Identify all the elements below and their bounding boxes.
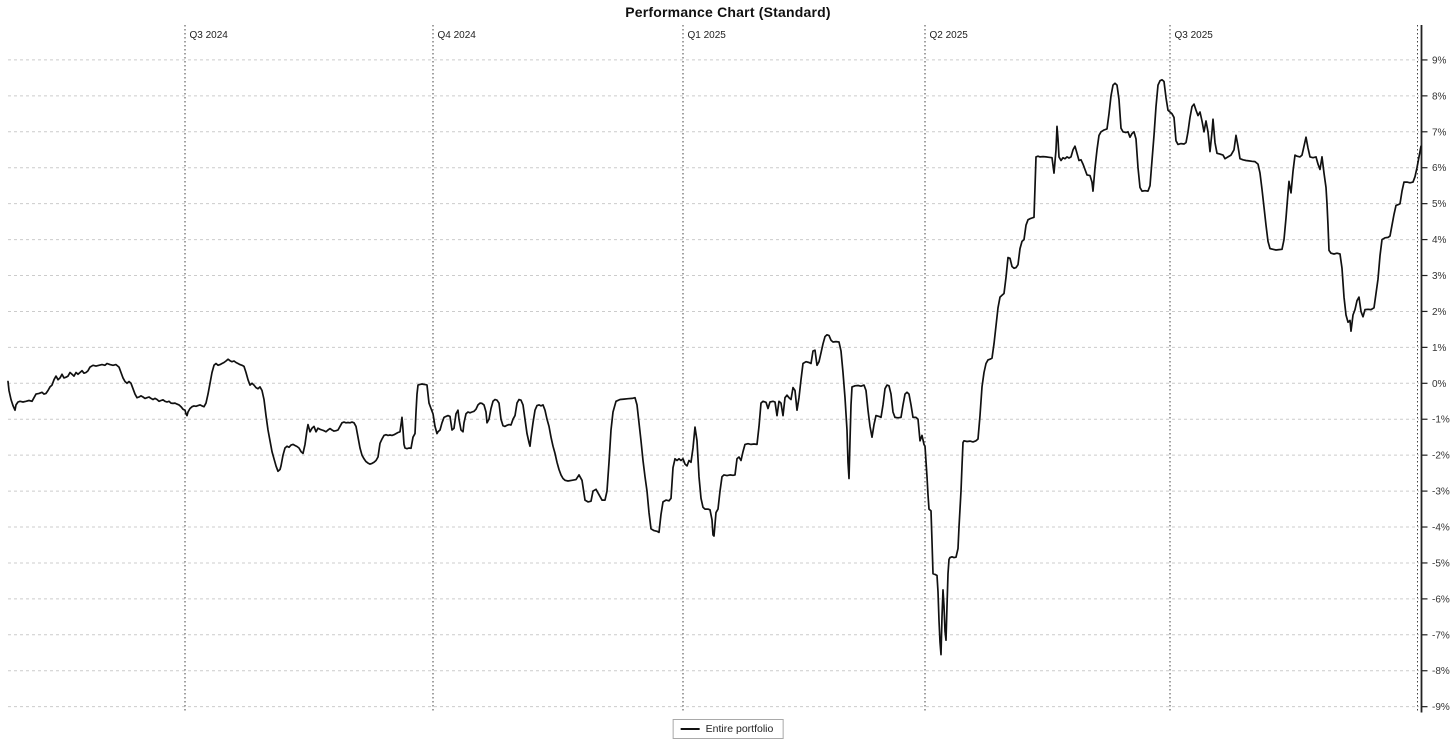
- y-axis-tick-label: 7%: [1432, 127, 1447, 138]
- legend-line-swatch: [680, 728, 700, 730]
- series-line-entire-portfolio: [7, 78, 1422, 656]
- y-axis-tick-label: -5%: [1432, 558, 1450, 569]
- legend-label: Entire portfolio: [705, 723, 774, 735]
- y-axis-tick-label: 0%: [1432, 379, 1447, 390]
- quarter-labels: Q3 2024 Q4 2024 Q1 2025 Q2 2025 Q3 2025: [190, 30, 1214, 41]
- chart-title: Performance Chart (Standard): [625, 4, 831, 20]
- y-axis-tick-label: -8%: [1432, 666, 1450, 677]
- h-gridlines: [8, 59, 1419, 708]
- quarter-label: Q3 2025: [1175, 30, 1214, 41]
- legend[interactable]: Entire portfolio: [672, 719, 784, 739]
- y-axis-tick-label: 6%: [1432, 163, 1447, 174]
- quarter-label: Q3 2024: [190, 30, 229, 41]
- quarter-label: Q2 2025: [930, 30, 969, 41]
- quarter-gridlines: [184, 25, 1418, 711]
- y-axis-tick-label: -1%: [1432, 415, 1450, 426]
- y-axis-tick-label: -7%: [1432, 630, 1450, 641]
- y-axis-tick-label: 8%: [1432, 91, 1447, 102]
- y-axis: 9% 8% 7% 6% 5% 4% 3% 2% 1% 0% -1% -2% -3% -4% -5% -6% -7…: [1420, 25, 1450, 713]
- quarter-label: Q4 2024: [438, 30, 477, 41]
- y-axis-tick-label: -6%: [1432, 594, 1450, 605]
- y-axis-tick-label: -9%: [1432, 702, 1450, 713]
- y-axis-tick-label: -4%: [1432, 523, 1450, 534]
- y-axis-tick-label: 3%: [1432, 271, 1447, 282]
- y-axis-tick-label: 9%: [1432, 55, 1447, 66]
- series-lines: [7, 78, 1422, 656]
- y-axis-tick-label: -3%: [1432, 487, 1450, 498]
- quarter-label: Q1 2025: [688, 30, 727, 41]
- y-axis-tick-label: 4%: [1432, 235, 1447, 246]
- y-axis-tick-label: 1%: [1432, 343, 1447, 354]
- y-axis-tick-label: 5%: [1432, 199, 1447, 210]
- y-axis-tick-label: -2%: [1432, 451, 1450, 462]
- y-axis-tick-label: 2%: [1432, 307, 1447, 318]
